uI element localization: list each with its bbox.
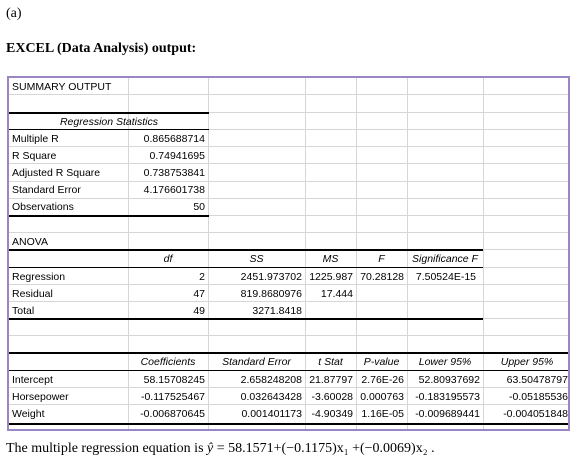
stat-value: 0.738753841	[143, 167, 205, 179]
grid-column-line	[483, 78, 484, 429]
grid-column-line	[128, 78, 129, 429]
grid-column-line	[356, 78, 357, 429]
coef-value: 58.15708245	[143, 374, 205, 386]
regression-statistics-header: Regression Statistics	[59, 116, 159, 128]
equation-lead-text: The multiple regression equation is	[6, 441, 208, 456]
anova-title: ANOVA	[12, 236, 48, 248]
coef-lower-95: 52.80937692	[418, 374, 480, 386]
anova-df: 47	[193, 288, 205, 300]
stat-value: 4.176601738	[143, 184, 205, 196]
coef-upper-95: -0.05185536	[509, 391, 568, 403]
coef-row-label: Weight	[12, 408, 45, 420]
stat-label: Adjusted R Square	[12, 167, 101, 179]
coef-row-label: Intercept	[12, 374, 53, 386]
anova-ms: 17.444	[320, 288, 353, 300]
grid-column-line	[305, 78, 306, 429]
anova-ss: 3271.8418	[252, 305, 302, 317]
anova-row-label: Residual	[12, 288, 53, 300]
coef-value: -0.117525467	[140, 391, 205, 403]
regression-equation: The multiple regression equation is ŷ = …	[6, 441, 435, 457]
equation-right-side: = 58.1571+(−0.1175)x₁ +(−0.0069)x₂ .	[213, 441, 435, 456]
stat-value: 0.74941695	[149, 150, 205, 162]
coef-lower-95: -0.009689441	[415, 408, 480, 420]
anova-df: 2	[199, 271, 205, 283]
grid-column-line	[407, 78, 408, 429]
anova-row-label: Total	[12, 305, 35, 317]
part-label: (a)	[6, 6, 22, 21]
grid-column-line	[208, 78, 209, 429]
anova-ms: 1225.987	[309, 271, 353, 283]
coef-p-value: 1.16E-05	[361, 408, 404, 420]
anova-header-significance: Significance F	[412, 253, 478, 265]
coef-t-stat: -3.60028	[311, 391, 353, 403]
coef-standard-error: 0.032643428	[240, 391, 302, 403]
anova-header-ss: SS	[249, 253, 264, 265]
anova-significance: 7.50524E-15	[415, 271, 476, 283]
coef-t-stat: -4.90349	[311, 408, 353, 420]
anova-f: 70.28128	[360, 271, 404, 283]
stat-value: 50	[193, 201, 205, 213]
stat-label: Multiple R	[12, 133, 59, 145]
coef-header-p-value: P-value	[363, 356, 400, 368]
section-heading: EXCEL (Data Analysis) output:	[6, 41, 197, 56]
coef-lower-95: -0.183195573	[415, 391, 480, 403]
stat-label: Standard Error	[12, 184, 81, 196]
coef-row-label: Horsepower	[12, 391, 69, 403]
coef-standard-error: 2.658248208	[240, 374, 302, 386]
anova-header-ms: MS	[322, 253, 339, 265]
coef-t-stat: 21.87797	[309, 374, 353, 386]
y-hat-symbol: ŷ	[207, 441, 214, 456]
stat-label: R Square	[12, 150, 57, 162]
summary-title: SUMMARY OUTPUT	[12, 81, 112, 93]
anova-header-f: F	[378, 253, 385, 265]
coef-header-t-stat: t Stat	[318, 356, 343, 368]
coef-value: -0.006870645	[140, 408, 205, 420]
coef-upper-95: -0.004051848	[503, 408, 568, 420]
stat-label: Observations	[12, 201, 74, 213]
coef-header-upper-95: Upper 95%	[500, 356, 554, 368]
anova-ss: 2451.973702	[240, 271, 302, 283]
coef-header-standard-error: Standard Error	[222, 356, 291, 368]
coef-p-value: 2.76E-26	[361, 374, 404, 386]
anova-ss: 819.8680976	[240, 288, 302, 300]
coef-header-lower-95: Lower 95%	[418, 356, 472, 368]
anova-row-label: Regression	[12, 271, 66, 283]
coef-header-coefficients: Coefficients	[140, 356, 196, 368]
coef-p-value: 0.000763	[360, 391, 404, 403]
coef-upper-95: 63.50478797	[506, 374, 568, 386]
anova-header-df: df	[163, 253, 173, 265]
excel-output-sheet: SUMMARY OUTPUT Regression Statistics Mul…	[7, 76, 570, 431]
anova-df: 49	[193, 305, 205, 317]
coef-standard-error: 0.001401173	[241, 408, 302, 420]
stat-value: 0.865688714	[143, 133, 205, 145]
